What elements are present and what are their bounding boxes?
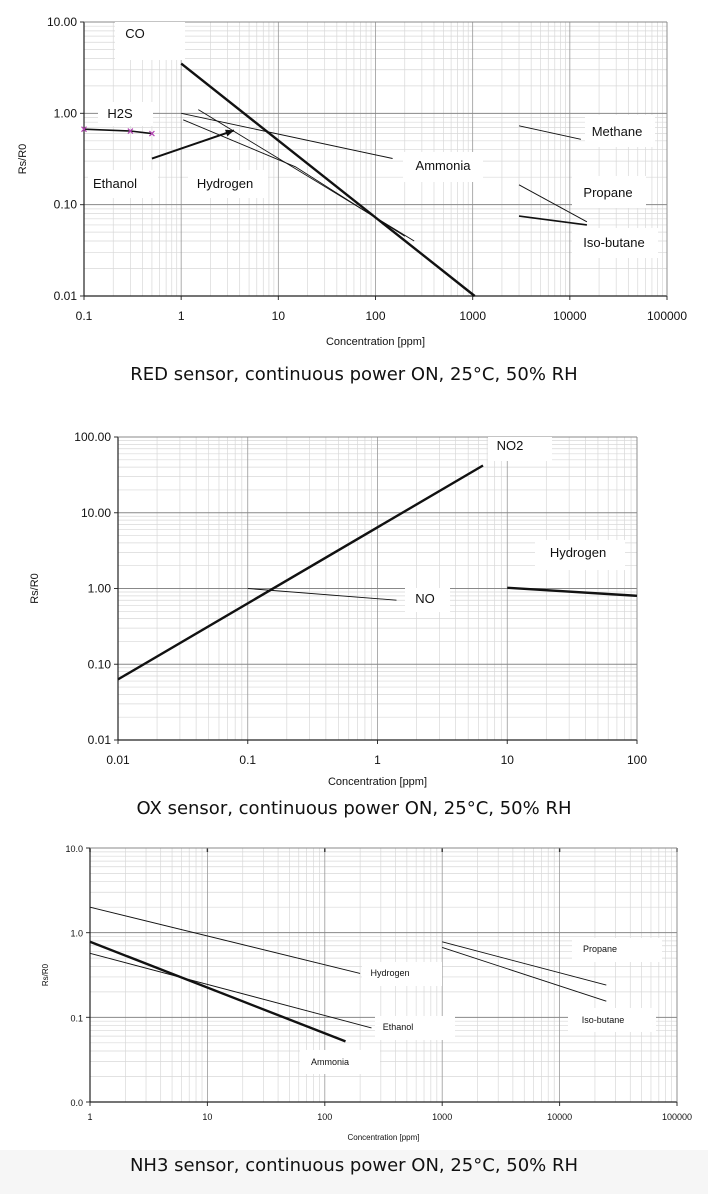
label-background xyxy=(375,1016,455,1040)
x-axis-label: Concentration [ppm] xyxy=(326,336,425,348)
y-tick-label: 1.00 xyxy=(54,106,78,120)
y-tick-label: 0.01 xyxy=(88,733,112,747)
x-tick-label: 1 xyxy=(87,1112,92,1122)
data-point-marker xyxy=(148,130,155,137)
series-line-h2s xyxy=(83,128,152,135)
label-background xyxy=(405,588,450,612)
series-label: Hydrogen xyxy=(197,176,253,191)
x-tick-label: 0.01 xyxy=(106,753,130,767)
x-tick-label: 0.1 xyxy=(76,309,93,323)
x-tick-label: 1000 xyxy=(459,309,486,323)
x-tick-label: 1000 xyxy=(432,1112,452,1122)
label-background xyxy=(535,540,625,570)
caption-ox-sensor: OX sensor, continuous power ON, 25°C, 50… xyxy=(136,798,572,819)
series-label: Propane xyxy=(583,944,617,954)
x-tick-label: 10 xyxy=(272,309,286,323)
series-line-iso-butane xyxy=(442,946,607,1002)
series-label: Ammonia xyxy=(311,1057,349,1067)
series-label: NO2 xyxy=(497,438,524,453)
x-tick-label: 100000 xyxy=(647,309,687,323)
x-axis-label: Concentration [ppm] xyxy=(328,776,427,788)
label-background xyxy=(572,228,658,258)
label-background xyxy=(362,962,442,986)
annotation-arrow-line xyxy=(151,129,235,160)
series-line-propane xyxy=(518,184,588,223)
y-tick-label: 0.10 xyxy=(88,657,112,671)
x-tick-label: 100000 xyxy=(662,1112,692,1122)
x-tick-label: 10 xyxy=(202,1112,212,1122)
series-label: H2S xyxy=(107,106,133,121)
x-tick-label: 100 xyxy=(365,309,385,323)
series-label: Ammonia xyxy=(416,158,472,173)
series-label: Hydrogen xyxy=(370,968,409,978)
series-line-methane xyxy=(518,125,581,140)
y-axis-label: Rs/R0 xyxy=(41,963,50,986)
series-label: Hydrogen xyxy=(550,545,606,560)
label-background xyxy=(115,22,185,60)
label-background xyxy=(568,1008,656,1032)
series-label: Iso-butane xyxy=(583,235,644,250)
data-point-marker xyxy=(81,126,87,133)
series-line-ammonia xyxy=(181,112,393,159)
x-tick-label: 10000 xyxy=(553,309,587,323)
y-tick-label: 100.00 xyxy=(74,430,111,444)
y-tick-label: 0.10 xyxy=(54,198,78,212)
bottom-band xyxy=(0,1150,708,1194)
caption-nh3-sensor: NH3 sensor, continuous power ON, 25°C, 5… xyxy=(129,1155,579,1176)
label-background xyxy=(585,115,655,147)
series-line-iso-butane xyxy=(518,215,588,226)
series-line-no2 xyxy=(117,464,484,681)
series-line-ammonia xyxy=(89,940,346,1043)
y-tick-label: 0.0 xyxy=(70,1098,83,1108)
series-line-co xyxy=(180,62,476,297)
y-tick-label: 10.00 xyxy=(81,506,111,520)
x-tick-label: 100 xyxy=(627,753,647,767)
series-line-hydrogen xyxy=(89,906,361,974)
series-line-no xyxy=(247,588,397,601)
label-background xyxy=(572,938,662,962)
series-label: Ethanol xyxy=(383,1022,414,1032)
series-label: CO xyxy=(125,26,145,41)
x-axis-label: Concentration [ppm] xyxy=(347,1133,419,1142)
caption-red-sensor: RED sensor, continuous power ON, 25°C, 5… xyxy=(130,364,578,385)
y-axis-label: Rs/R0 xyxy=(29,573,41,604)
y-tick-label: 10.00 xyxy=(47,15,77,29)
y-tick-label: 1.0 xyxy=(70,929,83,939)
x-tick-label: 10 xyxy=(501,753,515,767)
label-background xyxy=(488,437,552,461)
y-axis-label: Rs/R0 xyxy=(17,144,29,175)
chart-1: 0.1 1 10 100 1000 10000 100000 0.01 0.10 1.00 10.0… xyxy=(17,15,687,348)
y-tick-label: 0.1 xyxy=(70,1013,83,1023)
arrowhead-icon xyxy=(225,129,235,137)
series-label: Methane xyxy=(592,124,643,139)
label-background xyxy=(572,176,646,208)
series-label: Propane xyxy=(583,185,632,200)
series-line-ethanol xyxy=(89,952,372,1029)
label-background xyxy=(300,1050,380,1074)
x-tick-label: 10000 xyxy=(547,1112,572,1122)
label-background xyxy=(188,170,268,198)
y-tick-label: 1.00 xyxy=(88,582,112,596)
y-tick-label: 0.01 xyxy=(54,289,78,303)
x-tick-label: 100 xyxy=(317,1112,332,1122)
label-background xyxy=(88,170,158,198)
y-tick-label: 10.0 xyxy=(65,844,83,854)
data-point-marker xyxy=(127,128,134,134)
label-background xyxy=(403,152,483,182)
label-background xyxy=(98,102,153,126)
x-tick-label: 1 xyxy=(178,309,185,323)
series-label: NO xyxy=(415,591,435,606)
x-tick-label: 1 xyxy=(374,753,381,767)
chart-2: 0.01 0.1 1 10 100 0.01 0.10 1.00 10.00 100.00 Conc… xyxy=(29,430,647,788)
chart-3: 1 10 100 1000 10000 100000 0.0 0.1 1.0 10.0 Concen… xyxy=(41,844,692,1142)
x-tick-label: 0.1 xyxy=(239,753,256,767)
series-line-hydrogen xyxy=(507,586,638,597)
series-label: Iso-butane xyxy=(582,1015,625,1025)
series-label: Ethanol xyxy=(93,176,137,191)
series-line-propane xyxy=(442,941,607,986)
